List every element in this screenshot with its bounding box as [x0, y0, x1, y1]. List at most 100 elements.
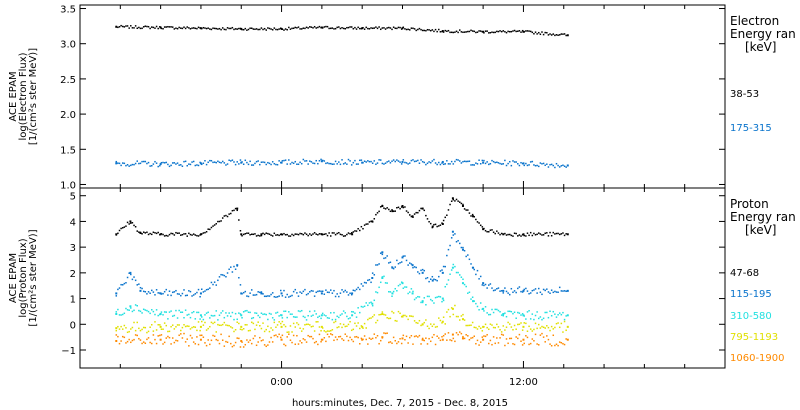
data-point [550, 289, 553, 291]
data-point [334, 295, 337, 298]
data-point [425, 319, 427, 321]
data-point [413, 28, 416, 30]
data-point [199, 27, 201, 29]
data-point [546, 311, 548, 314]
data-point [426, 162, 429, 165]
data-point [476, 221, 479, 223]
data-point [486, 312, 488, 314]
data-point [420, 159, 422, 161]
data-point [401, 282, 404, 285]
data-point [504, 287, 506, 289]
data-point [383, 163, 385, 165]
data-point [191, 161, 193, 163]
data-point [276, 28, 279, 31]
data-point [267, 318, 269, 321]
data-point [184, 27, 187, 30]
data-point [351, 233, 354, 236]
data-point [236, 337, 238, 339]
data-point [451, 266, 454, 269]
data-point [329, 235, 332, 237]
data-point [447, 332, 450, 334]
data-point [263, 344, 266, 346]
data-point [329, 162, 332, 165]
data-point [278, 28, 280, 30]
data-point [357, 307, 359, 309]
data-point [518, 286, 521, 288]
data-point [439, 224, 442, 226]
data-point [510, 337, 513, 340]
data-point [349, 292, 351, 294]
data-point [436, 296, 438, 298]
data-point [181, 326, 184, 329]
legend-entry: 47-68 [730, 268, 759, 279]
data-point [409, 262, 411, 264]
data-point [328, 336, 330, 338]
data-point [544, 31, 546, 34]
data-point [233, 161, 235, 163]
data-point [321, 233, 324, 236]
data-point [126, 221, 129, 224]
data-point [482, 325, 485, 328]
data-point [299, 232, 301, 235]
data-point [155, 329, 158, 331]
data-point [415, 160, 417, 162]
data-point [441, 336, 443, 338]
data-point [515, 161, 517, 163]
data-point [120, 325, 122, 328]
data-point [115, 340, 118, 342]
data-point [454, 340, 456, 343]
data-point [381, 311, 384, 313]
data-point [531, 160, 534, 163]
data-point [312, 337, 314, 340]
data-point [286, 233, 288, 236]
data-point [275, 296, 277, 298]
data-point [151, 309, 153, 311]
data-point [276, 335, 279, 338]
data-point [217, 319, 219, 321]
data-point [302, 290, 305, 293]
data-point [252, 337, 255, 340]
data-point [460, 315, 463, 317]
data-point [254, 328, 256, 331]
data-point [383, 207, 385, 209]
data-point [263, 233, 266, 236]
data-point [209, 159, 211, 162]
data-point [392, 312, 395, 314]
data-point [368, 28, 371, 30]
data-point [205, 163, 208, 166]
data-point [313, 330, 316, 332]
data-point [260, 27, 263, 29]
data-point [218, 342, 221, 345]
data-point [241, 161, 243, 163]
data-point [436, 335, 438, 338]
data-point [441, 160, 444, 163]
data-point [217, 339, 219, 342]
data-point [276, 296, 279, 298]
data-point [241, 341, 243, 343]
data-point [120, 314, 122, 316]
data-point [468, 258, 471, 261]
data-point [167, 318, 169, 320]
data-point [333, 28, 335, 30]
data-point [526, 311, 529, 313]
data-point [389, 291, 392, 293]
data-point [238, 163, 240, 165]
data-point [528, 292, 530, 295]
data-point [402, 287, 405, 290]
data-point [463, 249, 466, 252]
data-point [555, 291, 558, 293]
data-point [236, 265, 238, 267]
data-point [220, 220, 222, 222]
data-point [488, 328, 490, 331]
data-point [183, 160, 185, 163]
data-point [355, 28, 358, 30]
data-point [425, 277, 427, 280]
data-point [286, 293, 288, 296]
data-point [388, 290, 390, 293]
data-point [444, 216, 446, 219]
data-point [370, 220, 372, 223]
data-point [257, 160, 259, 162]
data-point [163, 322, 166, 324]
data-point [502, 313, 505, 315]
